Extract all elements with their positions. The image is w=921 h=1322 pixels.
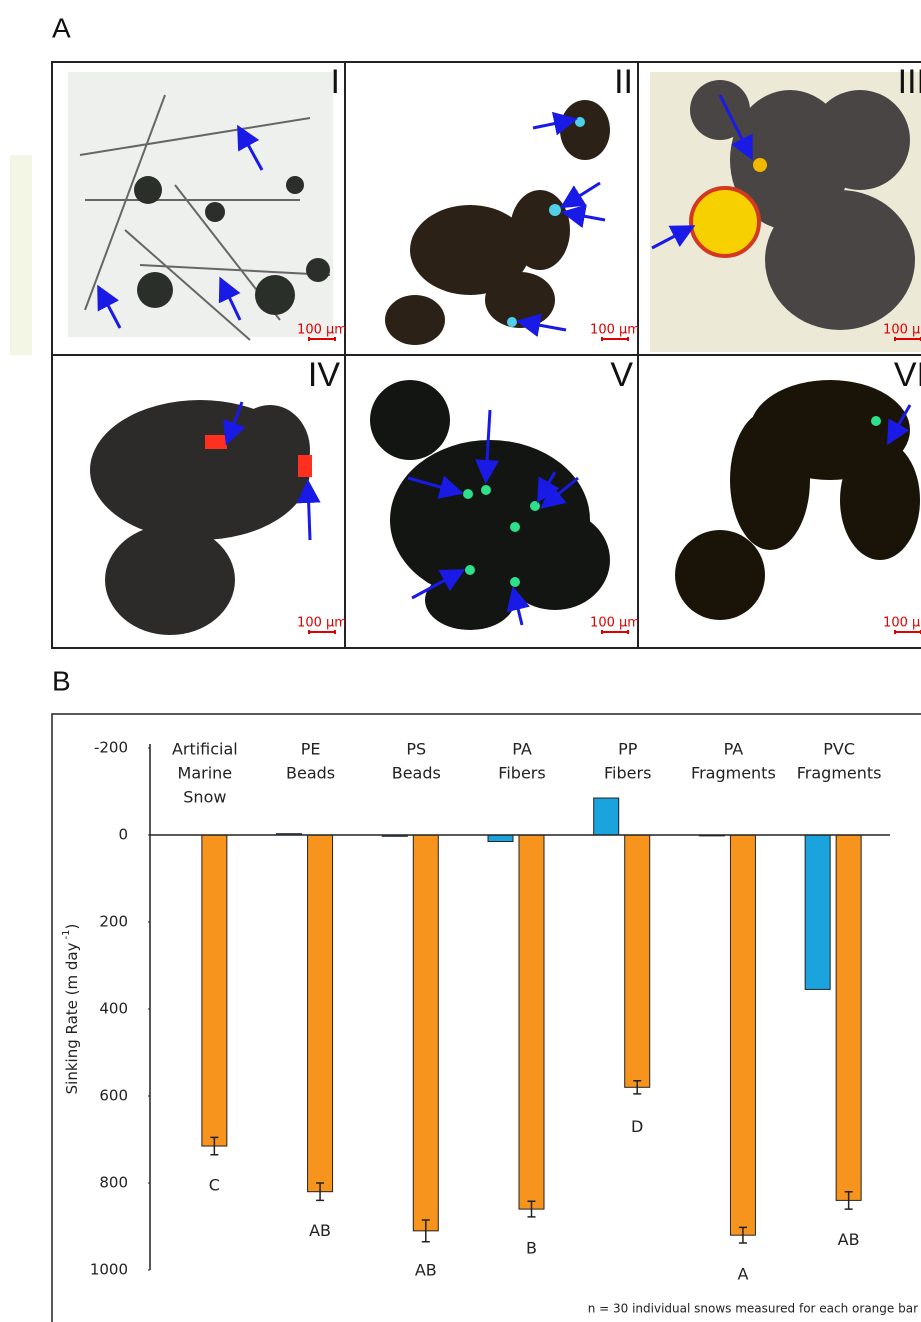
y-axis-label: Sinking Rate (m day -1) <box>61 924 81 1095</box>
figure-svg: A <box>0 0 921 1322</box>
micrograph <box>52 355 345 648</box>
y-tick-label: 400 <box>99 1000 128 1018</box>
y-axis-label-part: -1 <box>61 930 72 940</box>
micrograph <box>52 62 345 355</box>
x-tick-label: Snow <box>183 788 226 807</box>
bar <box>836 835 861 1200</box>
bar <box>519 835 544 1209</box>
panel-label: B <box>52 665 71 696</box>
y-axis-label-part: Sinking Rate (m day <box>63 942 81 1094</box>
bar <box>488 835 513 842</box>
significance-letter: AB <box>415 1260 437 1279</box>
x-tick-label: Beads <box>392 764 441 783</box>
y-tick-label: -200 <box>94 739 128 757</box>
scale-label: 100 µm <box>883 323 921 338</box>
bar <box>625 835 650 1087</box>
significance-letter: D <box>631 1117 643 1136</box>
x-tick-label: PA <box>512 740 532 759</box>
panel-numeral: III <box>898 63 921 101</box>
x-tick-label: Artificial <box>172 740 238 759</box>
bar <box>730 835 755 1235</box>
significance-letter: C <box>209 1176 220 1195</box>
bar <box>202 835 227 1146</box>
scale-label: 100 µm <box>590 616 640 631</box>
x-tick-label: Beads <box>286 764 335 783</box>
x-tick-label: PS <box>406 740 426 759</box>
significance-letter: AB <box>309 1221 331 1240</box>
y-tick-label: 0 <box>118 826 128 844</box>
bar <box>594 798 619 835</box>
x-tick-label: PA <box>724 740 744 759</box>
significance-letter: B <box>526 1239 537 1258</box>
micrograph <box>638 355 921 648</box>
chart: -200 0 200 400 600 800 1000 Sinking Rate (m day… <box>61 739 918 1316</box>
bar <box>805 835 830 989</box>
y-tick-label: 600 <box>99 1087 128 1105</box>
strip <box>10 155 32 355</box>
panel-numeral: IV <box>308 356 340 394</box>
x-tick-label: PVC <box>823 740 855 759</box>
panel-numeral: V <box>610 356 633 394</box>
x-tick-label: Fibers <box>604 764 651 783</box>
scale-label: 100 µm <box>297 616 347 631</box>
micrograph <box>345 355 638 648</box>
figure: A <box>0 0 921 1322</box>
significance-letter: A <box>737 1265 748 1284</box>
x-tick-label: Fragments <box>797 764 882 783</box>
bar <box>413 835 438 1231</box>
x-tick-label: PP <box>618 740 638 759</box>
y-tick-label: 200 <box>99 913 128 931</box>
scale-label: 100 µm <box>297 323 347 338</box>
footnote: n = 30 individual snows measured for eac… <box>588 1302 918 1316</box>
panel-numeral: VI <box>894 356 921 394</box>
panel-numeral: I <box>331 63 340 101</box>
panel-numeral: II <box>614 63 633 101</box>
bar <box>308 835 333 1192</box>
micrograph <box>638 62 921 355</box>
y-axis-label-part: ) <box>63 924 81 930</box>
x-tick-label: Marine <box>178 764 233 783</box>
panel-label: A <box>52 12 71 43</box>
y-tick-label: 800 <box>99 1174 128 1192</box>
x-tick-label: Fragments <box>691 764 776 783</box>
x-tick-label: PE <box>301 740 321 759</box>
y-tick-label: 1000 <box>90 1261 128 1279</box>
x-tick-label: Fibers <box>498 764 545 783</box>
micrograph <box>345 62 638 355</box>
scale-label: 100 µm <box>590 323 640 338</box>
scale-label: 100 µm <box>883 616 921 631</box>
significance-letter: AB <box>838 1230 860 1249</box>
